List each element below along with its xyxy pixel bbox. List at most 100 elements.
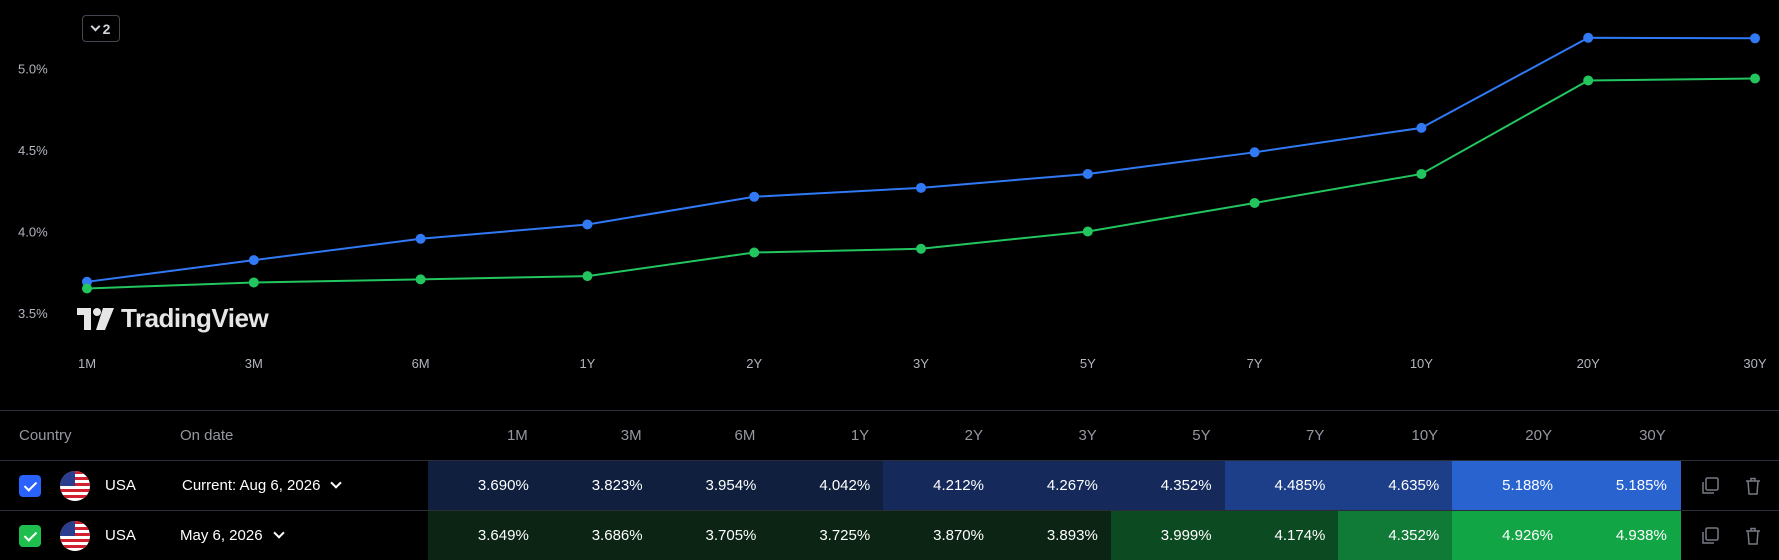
series-point[interactable] — [1416, 168, 1427, 179]
yield-cell: 4.174% — [1224, 511, 1340, 560]
yield-cell: 3.725% — [769, 511, 885, 560]
tradingview-watermark: TradingView — [77, 303, 269, 334]
yield-cell: 4.938% — [1566, 511, 1681, 560]
series-point[interactable] — [415, 274, 426, 285]
x-tick-label: 7Y — [1247, 356, 1263, 371]
yield-cell: 3.954% — [655, 461, 771, 510]
x-tick-label: 1M — [78, 356, 96, 371]
header-tenor: 2Y — [964, 427, 983, 444]
yield-cell: 5.188% — [1452, 461, 1567, 510]
series-point[interactable] — [415, 233, 426, 244]
watermark-text: TradingView — [121, 303, 269, 333]
copy-icon[interactable] — [1700, 476, 1720, 496]
yield-curve-chart: 3.5% 4.0% 4.5% 5.0% 1M 3M 6M 1Y 2Y 3Y 5Y 7Y 10Y 20Y 3… — [18, 32, 1767, 371]
series-point[interactable] — [248, 277, 259, 288]
x-tick-label: 1Y — [579, 356, 595, 371]
chevron-down-icon — [330, 477, 343, 489]
series-point[interactable] — [1583, 32, 1594, 43]
series-point[interactable] — [582, 219, 593, 230]
series-point[interactable] — [1416, 122, 1427, 133]
yield-cell: 4.485% — [1224, 461, 1340, 510]
header-tenor: 10Y — [1411, 427, 1439, 444]
series-checkbox[interactable] — [19, 525, 41, 547]
header-tenor: 7Y — [1306, 427, 1325, 444]
header-tenor: 1Y — [850, 427, 870, 444]
table-header: Country On date 1M 3M 6M 1Y 2Y 3Y 5Y 7Y 10Y 20Y 30… — [0, 411, 1779, 460]
y-tick-label: 3.5% — [18, 306, 48, 321]
header-tenor: 5Y — [1192, 427, 1211, 444]
yield-cell: 3.690% — [428, 461, 543, 510]
x-tick-label: 2Y — [746, 356, 762, 371]
yield-cell: 4.267% — [997, 461, 1112, 510]
x-tick-label: 6M — [412, 356, 430, 371]
x-axis-ticks: 1M 3M 6M 1Y 2Y 3Y 5Y 7Y 10Y 20Y 30Y — [78, 356, 1767, 371]
series-point[interactable] — [749, 247, 760, 258]
yield-cell: 3.870% — [883, 511, 998, 560]
series-checkbox[interactable] — [19, 475, 41, 497]
series-points — [82, 32, 1760, 294]
usa-flag-icon — [60, 521, 90, 551]
series-point[interactable] — [1249, 147, 1260, 158]
chevron-down-icon — [272, 527, 285, 539]
header-tenor: 30Y — [1639, 427, 1666, 444]
yield-cell: 4.635% — [1338, 461, 1454, 510]
table-row: USA Current: Aug 6, 2026 3.690% 3.823% 3.9… — [0, 460, 1779, 510]
y-tick-label: 4.0% — [18, 224, 48, 239]
yield-cell: 3.999% — [1110, 511, 1226, 560]
tradingview-logo-icon — [77, 307, 114, 330]
x-tick-label: 3M — [245, 356, 263, 371]
chevron-down-icon — [90, 21, 101, 32]
country-name: USA — [105, 527, 136, 544]
checkmark-icon — [23, 527, 37, 542]
country-name: USA — [105, 477, 136, 494]
series-point[interactable] — [1750, 73, 1760, 84]
series-point[interactable] — [582, 271, 593, 282]
trash-icon[interactable] — [1743, 476, 1763, 496]
header-tenor: 3M — [620, 427, 642, 444]
series-point[interactable] — [82, 283, 92, 294]
y-axis-ticks: 3.5% 4.0% 4.5% 5.0% — [18, 61, 48, 320]
series-point[interactable] — [1082, 168, 1093, 179]
date-dropdown[interactable]: May 6, 2026 — [180, 527, 285, 544]
copy-icon[interactable] — [1700, 526, 1720, 546]
y-tick-label: 4.5% — [18, 143, 48, 158]
trash-icon[interactable] — [1743, 526, 1763, 546]
yield-cell: 4.212% — [883, 461, 998, 510]
yield-cell: 3.893% — [997, 511, 1112, 560]
series-point[interactable] — [1583, 75, 1594, 86]
yield-table: Country On date 1M 3M 6M 1Y 2Y 3Y 5Y 7Y 10Y 20Y 30… — [0, 411, 1779, 560]
date-dropdown[interactable]: Current: Aug 6, 2026 — [182, 477, 343, 494]
series-point[interactable] — [248, 255, 259, 266]
series-point[interactable] — [1082, 226, 1093, 237]
series-point[interactable] — [1249, 197, 1260, 208]
series-count: 2 — [102, 20, 111, 37]
yield-cell: 4.042% — [769, 461, 885, 510]
x-tick-label: 3Y — [913, 356, 929, 371]
series-point[interactable] — [749, 191, 760, 202]
yield-cell: 4.926% — [1452, 511, 1567, 560]
chart-table-divider — [0, 410, 1779, 411]
series-point[interactable] — [916, 243, 926, 254]
table-row: USA May 6, 2026 3.649% 3.686% 3.705% 3.725%… — [0, 510, 1779, 560]
header-tenor: 3Y — [1078, 427, 1097, 444]
yield-cell: 3.686% — [541, 511, 657, 560]
y-tick-label: 5.0% — [18, 61, 48, 76]
header-tenor: 1M — [506, 427, 528, 444]
header-tenor: 6M — [734, 427, 756, 444]
x-tick-label: 30Y — [1743, 356, 1766, 371]
yield-cell: 4.352% — [1338, 511, 1454, 560]
yield-cell: 3.705% — [655, 511, 771, 560]
x-tick-label: 5Y — [1080, 356, 1096, 371]
yield-cell: 3.649% — [428, 511, 543, 560]
series-point[interactable] — [1750, 33, 1760, 44]
header-country: Country — [19, 427, 72, 444]
usa-flag-icon — [60, 471, 90, 501]
x-tick-label: 10Y — [1410, 356, 1433, 371]
x-tick-label: 20Y — [1577, 356, 1600, 371]
header-tenor: 20Y — [1525, 427, 1552, 444]
yield-cell: 3.823% — [541, 461, 657, 510]
series-count-toggle[interactable]: 2 — [82, 15, 120, 42]
series-point[interactable] — [916, 182, 926, 193]
yield-cell: 5.185% — [1566, 461, 1681, 510]
yield-cell: 4.352% — [1110, 461, 1226, 510]
